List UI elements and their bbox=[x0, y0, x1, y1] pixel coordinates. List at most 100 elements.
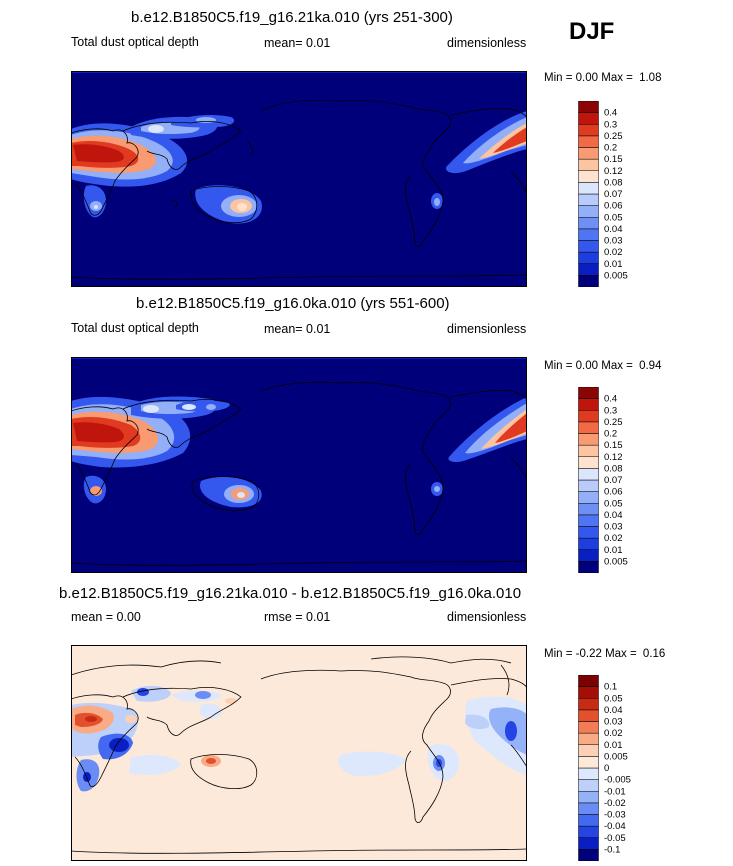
colorbar-box bbox=[578, 491, 599, 504]
colorbar-tick-label: 0.06 bbox=[604, 201, 623, 212]
colorbar-box bbox=[578, 675, 599, 687]
colorbar-box bbox=[578, 814, 599, 827]
panel3-title: b.e12.B1850C5.f19_g16.21ka.010 - b.e12.B… bbox=[59, 585, 522, 602]
colorbar-tick-label: 0.1 bbox=[604, 682, 617, 693]
colorbar-box bbox=[578, 421, 599, 434]
colorbar-box bbox=[578, 468, 599, 481]
panel1-atlantic-dust-plume bbox=[445, 111, 527, 174]
colorbar-box bbox=[578, 433, 599, 446]
panel3-map-background bbox=[71, 645, 527, 861]
colorbar-box bbox=[578, 756, 599, 769]
panel1-coastlines bbox=[71, 99, 527, 280]
panel2-min-label: Min = bbox=[544, 360, 573, 372]
colorbar-box bbox=[578, 158, 599, 171]
panel1-max-label: Max = bbox=[601, 72, 633, 84]
colorbar-tick-label: 0.3 bbox=[604, 405, 617, 416]
colorbar-box bbox=[578, 744, 599, 757]
panel1-units-label: dimensionless bbox=[447, 36, 527, 50]
panel2-mean-label: mean= 0.01 bbox=[264, 322, 331, 336]
panel3-colorbar-labels: -0.1-0.05-0.04-0.03-0.02-0.01-0.00500.00… bbox=[604, 682, 631, 856]
panel1-min-label: Min = bbox=[544, 72, 573, 84]
colorbar-box bbox=[578, 561, 599, 573]
colorbar-tick-label: 0 bbox=[604, 763, 609, 774]
colorbar-box bbox=[578, 837, 599, 850]
panel1-mean-label: mean= 0.01 bbox=[264, 36, 331, 50]
panel2-coastlines bbox=[71, 381, 527, 566]
colorbar-tick-label: -0.1 bbox=[604, 844, 620, 855]
colorbar-box bbox=[578, 503, 599, 516]
colorbar-box bbox=[578, 112, 599, 125]
panel1-map-frame bbox=[71, 71, 527, 287]
panel1-min-max: Min = 0.00 Max = 1.08 bbox=[544, 72, 661, 84]
season-label: DJF bbox=[569, 18, 615, 45]
panel1-variable-label: Total dust optical depth bbox=[71, 35, 199, 49]
colorbar-box bbox=[578, 124, 599, 137]
colorbar-tick-label: 0.06 bbox=[604, 487, 623, 498]
colorbar-tick-label: 0.04 bbox=[604, 705, 623, 716]
colorbar-tick-label: 0.02 bbox=[604, 728, 623, 739]
colorbar-tick-label: 0.15 bbox=[604, 440, 623, 451]
colorbar-box bbox=[578, 825, 599, 838]
colorbar-box bbox=[578, 526, 599, 539]
colorbar-box bbox=[578, 398, 599, 411]
panel2-colorbar-boxes bbox=[578, 387, 599, 573]
panel2-max-label: Max = bbox=[601, 360, 633, 372]
colorbar-box bbox=[578, 767, 599, 780]
colorbar-box bbox=[578, 217, 599, 230]
panel1-max-value: 1.08 bbox=[639, 72, 662, 84]
colorbar-tick-label: 0.04 bbox=[604, 510, 623, 521]
colorbar-tick-label: 0.02 bbox=[604, 247, 623, 258]
colorbar-box bbox=[578, 686, 599, 699]
colorbar-tick-label: -0.03 bbox=[604, 810, 626, 821]
colorbar-box bbox=[578, 849, 599, 861]
panel3-max-label: Max = bbox=[605, 648, 637, 660]
colorbar-box bbox=[578, 732, 599, 745]
colorbar-box bbox=[578, 709, 599, 722]
colorbar-tick-label: 0.25 bbox=[604, 417, 623, 428]
colorbar-tick-label: 0.2 bbox=[604, 429, 617, 440]
colorbar-tick-label: 0.05 bbox=[604, 693, 623, 704]
colorbar-box bbox=[578, 721, 599, 734]
colorbar-box bbox=[578, 514, 599, 527]
colorbar-box bbox=[578, 228, 599, 241]
colorbar-box bbox=[578, 251, 599, 264]
colorbar-tick-label: 0.03 bbox=[604, 236, 623, 247]
colorbar-box bbox=[578, 240, 599, 253]
panel3-min-label: Min = bbox=[544, 648, 573, 660]
colorbar-tick-label: -0.02 bbox=[604, 798, 626, 809]
colorbar-box bbox=[578, 182, 599, 195]
colorbar-box bbox=[578, 205, 599, 218]
colorbar-tick-label: -0.005 bbox=[604, 775, 631, 786]
panel1-south-america-dust bbox=[431, 193, 443, 209]
panel2-south-america-dust bbox=[431, 482, 443, 496]
panel2-min-max: Min = 0.00 Max = 0.94 bbox=[544, 360, 661, 372]
colorbar-tick-label: 0.005 bbox=[604, 270, 628, 281]
panel1-colorbar: 0.0050.010.020.030.040.050.060.070.080.1… bbox=[578, 101, 628, 287]
panel3-positive-anomalies bbox=[71, 698, 237, 767]
colorbar-tick-label: 0.4 bbox=[604, 108, 617, 119]
colorbar-box bbox=[578, 193, 599, 206]
panel2-colorbar: 0.0050.010.020.030.040.050.060.070.080.1… bbox=[578, 387, 628, 573]
panel2-australia-dust bbox=[200, 476, 262, 508]
colorbar-tick-label: 0.03 bbox=[604, 522, 623, 533]
panel1-colorbar-labels: 0.0050.010.020.030.040.050.060.070.080.1… bbox=[604, 108, 628, 282]
colorbar-box bbox=[578, 537, 599, 550]
colorbar-tick-label: 0.15 bbox=[604, 154, 623, 165]
colorbar-tick-label: 0.01 bbox=[604, 259, 623, 270]
colorbar-tick-label: 0.25 bbox=[604, 131, 623, 142]
panel1-map bbox=[71, 71, 527, 287]
panel3-min-max: Min = -0.22 Max = 0.16 bbox=[544, 648, 665, 660]
panel2-map bbox=[71, 357, 527, 573]
panel2-variable-label: Total dust optical depth bbox=[71, 321, 199, 335]
panel2-atlantic-dust-plume bbox=[448, 397, 527, 463]
colorbar-tick-label: 0.005 bbox=[604, 751, 628, 762]
colorbar-tick-label: -0.05 bbox=[604, 833, 626, 844]
colorbar-box bbox=[578, 135, 599, 148]
panel2-title: b.e12.B1850C5.f19_g16.0ka.010 (yrs 551-6… bbox=[136, 295, 450, 312]
colorbar-box bbox=[578, 791, 599, 804]
colorbar-tick-label: 0.05 bbox=[604, 498, 623, 509]
colorbar-tick-label: -0.01 bbox=[604, 786, 626, 797]
colorbar-tick-label: 0.005 bbox=[604, 556, 628, 567]
colorbar-box bbox=[578, 479, 599, 492]
panel3-map bbox=[71, 645, 527, 861]
